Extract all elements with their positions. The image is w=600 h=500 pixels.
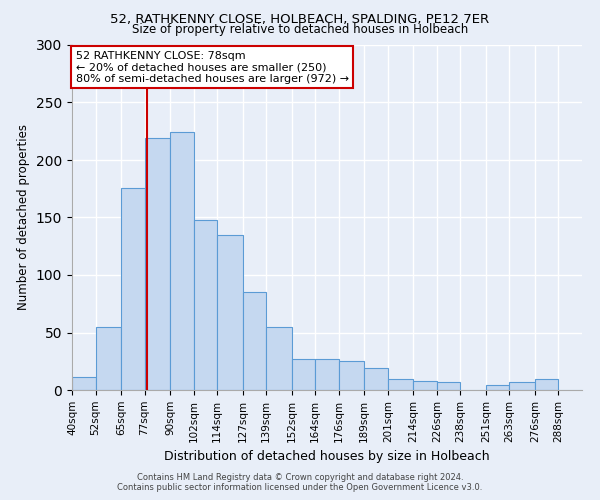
- Bar: [217, 235, 242, 390]
- Bar: [315, 359, 339, 390]
- Bar: [194, 220, 217, 390]
- Text: 52 RATHKENNY CLOSE: 78sqm
← 20% of detached houses are smaller (250)
80% of semi: 52 RATHKENNY CLOSE: 78sqm ← 20% of detac…: [76, 50, 349, 84]
- Bar: [170, 132, 194, 390]
- Bar: [535, 378, 559, 390]
- Text: Size of property relative to detached houses in Holbeach: Size of property relative to detached ho…: [132, 22, 468, 36]
- Bar: [339, 361, 364, 390]
- Bar: [292, 359, 315, 390]
- Bar: [388, 378, 413, 390]
- Bar: [72, 378, 95, 390]
- Y-axis label: Number of detached properties: Number of detached properties: [17, 124, 31, 310]
- Bar: [121, 188, 145, 390]
- Text: Contains HM Land Registry data © Crown copyright and database right 2024.
Contai: Contains HM Land Registry data © Crown c…: [118, 473, 482, 492]
- X-axis label: Distribution of detached houses by size in Holbeach: Distribution of detached houses by size …: [164, 450, 490, 463]
- Bar: [437, 382, 460, 390]
- Bar: [242, 292, 266, 390]
- Bar: [364, 368, 388, 390]
- Bar: [413, 381, 437, 390]
- Bar: [266, 327, 292, 390]
- Text: 52, RATHKENNY CLOSE, HOLBEACH, SPALDING, PE12 7ER: 52, RATHKENNY CLOSE, HOLBEACH, SPALDING,…: [110, 12, 490, 26]
- Bar: [145, 138, 170, 390]
- Bar: [486, 386, 509, 390]
- Bar: [95, 327, 121, 390]
- Bar: [509, 382, 535, 390]
